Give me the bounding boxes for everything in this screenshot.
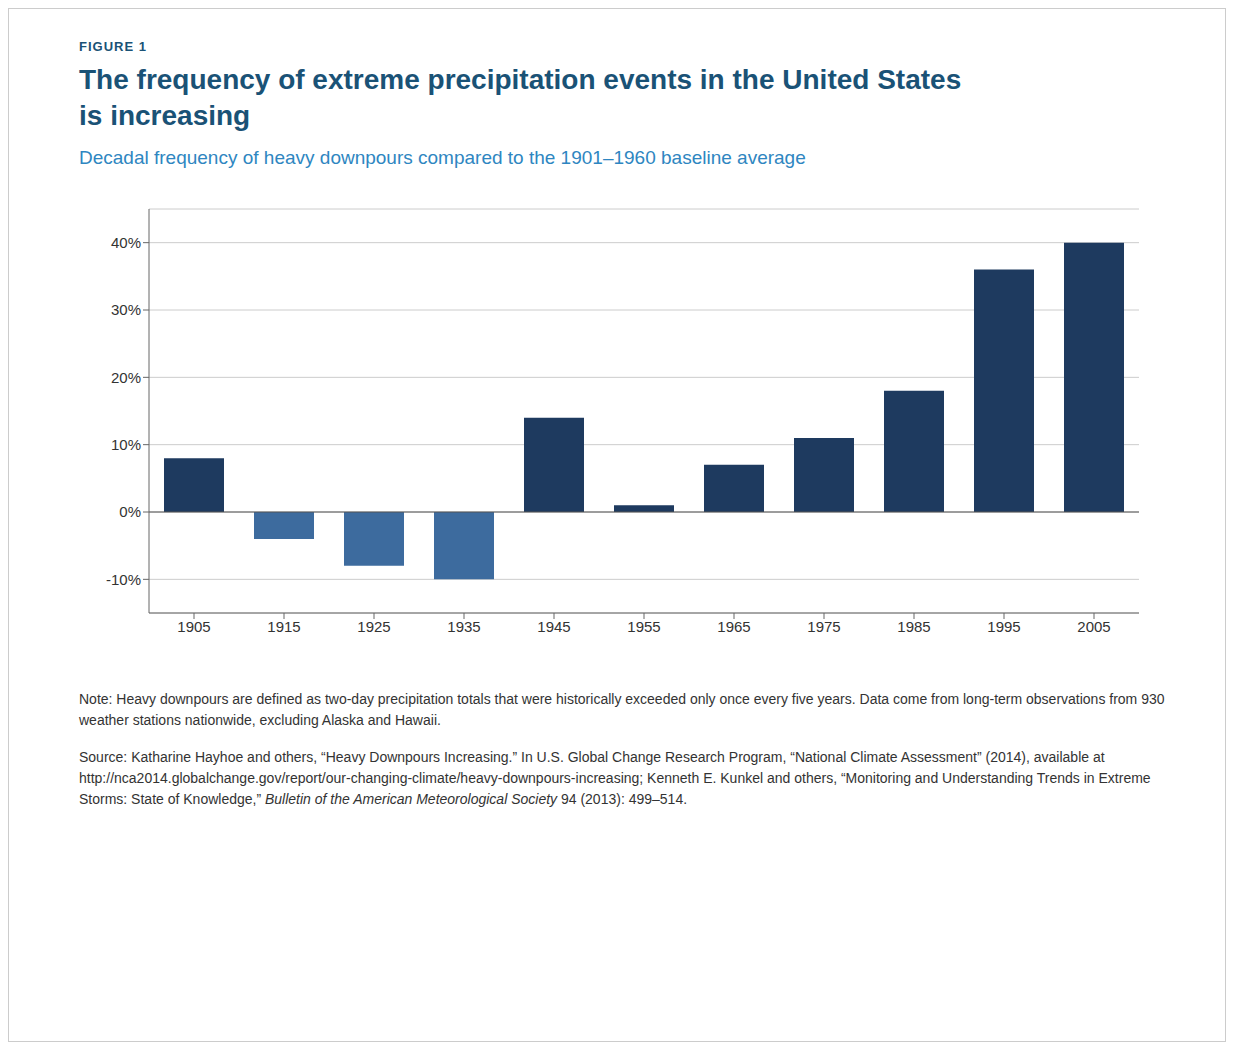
svg-text:1965: 1965 — [717, 617, 750, 634]
svg-text:20%: 20% — [111, 368, 141, 385]
html-text:The frequency of extreme preci: The frequency of extreme precipitation e… — [79, 64, 962, 132]
svg-text:1995: 1995 — [987, 617, 1020, 634]
svg-text:40%: 40% — [111, 234, 141, 251]
svg-text:0%: 0% — [119, 503, 141, 520]
svg-text:-10%: -10% — [106, 570, 141, 587]
svg-text:1915: 1915 — [267, 617, 300, 634]
html-text:Source: Katharine Hayhoe and o: Source: Katharine Hayhoe and others, “He… — [79, 748, 1151, 807]
html-text:Note: Heavy downpours are defi: Note: Heavy downpours are defined as two… — [79, 690, 1165, 728]
svg-text:1935: 1935 — [447, 617, 480, 634]
svg-text:1975: 1975 — [807, 617, 840, 634]
svg-text:1925: 1925 — [357, 617, 390, 634]
html-text:Decadal frequency of heavy dow: Decadal frequency of heavy downpours com… — [79, 146, 806, 168]
svg-text:1945: 1945 — [537, 617, 570, 634]
html-text:FIGURE 1: FIGURE 1 — [79, 39, 147, 54]
svg-text:30%: 30% — [111, 301, 141, 318]
svg-text:1955: 1955 — [627, 617, 660, 634]
svg-text:1985: 1985 — [897, 617, 930, 634]
svg-text:2005: 2005 — [1077, 617, 1110, 634]
svg-text:10%: 10% — [111, 436, 141, 453]
svg-text:1905: 1905 — [177, 617, 210, 634]
